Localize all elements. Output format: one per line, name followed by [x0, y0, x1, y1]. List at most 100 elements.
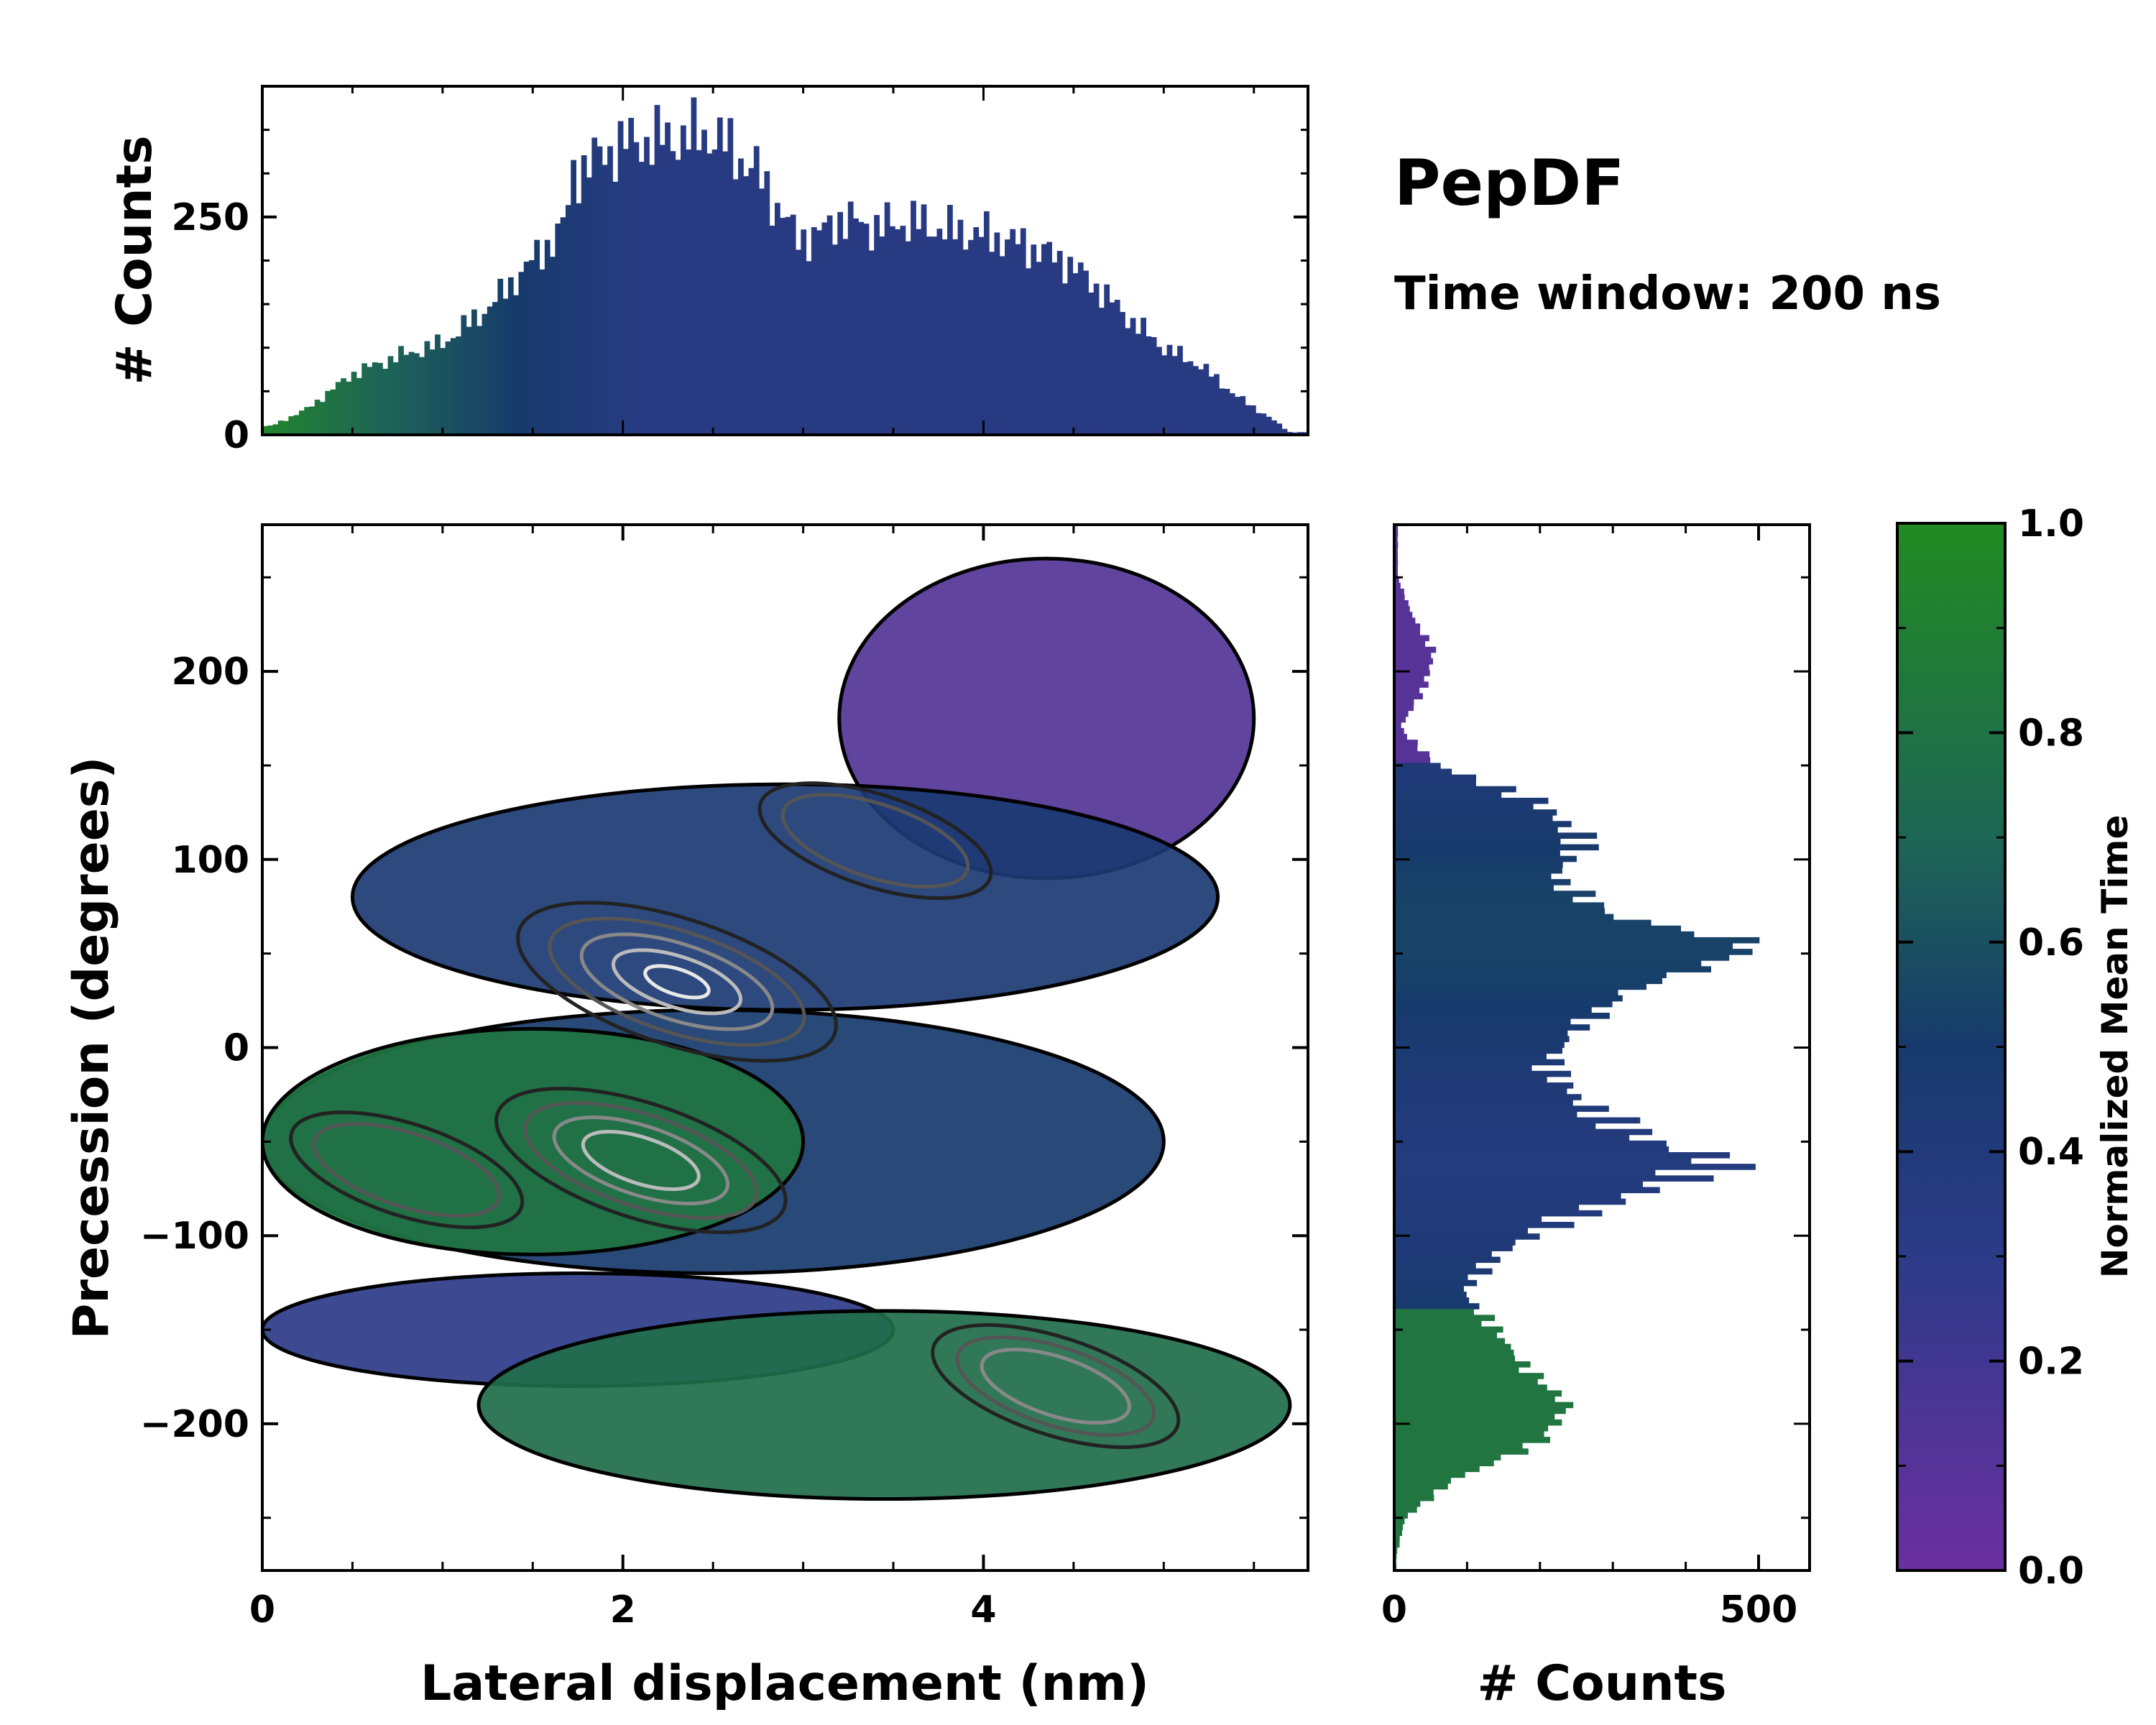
right-histogram-bars: [1394, 525, 1760, 1571]
right-histogram-bar: [1394, 937, 1760, 944]
top-histogram-bar: [288, 416, 295, 435]
top-histogram-bar: [277, 420, 284, 435]
top-histogram-bar: [790, 214, 796, 435]
top-histogram-bar: [837, 211, 844, 435]
top-histogram-bar: [863, 224, 870, 435]
top-histogram-bar: [1010, 229, 1016, 435]
top-histogram-bar: [957, 219, 964, 435]
top-histogram-bar: [816, 230, 822, 435]
top-histogram-bar: [1256, 413, 1262, 435]
top-histogram-bar: [1077, 262, 1084, 435]
right-histogram-bar: [1394, 1285, 1464, 1292]
top-histogram-bar: [471, 309, 477, 435]
right-histogram-ticks: 0 500: [1381, 525, 1810, 1632]
colorbar: 1.0 0.8 0.6 0.4 0.2 0.0 Normalized Mean Time: [1896, 502, 2136, 1593]
right-histogram-bar: [1394, 1210, 1603, 1217]
right-histogram-bar: [1394, 1181, 1644, 1187]
right-histogram-bar: [1394, 646, 1437, 653]
top-histogram-bar: [596, 146, 603, 436]
right-histogram-bar: [1394, 1535, 1400, 1542]
right-histogram-bar: [1394, 1297, 1470, 1304]
top-histogram-bar: [497, 278, 504, 435]
colorbar-tick-label: 0.6: [2018, 921, 2084, 965]
top-histogram-bar: [1041, 244, 1047, 435]
right-histogram-bar: [1394, 972, 1667, 978]
top-histogram-bar: [994, 232, 1000, 435]
right-histogram-bar: [1394, 1041, 1565, 1048]
top-histogram-bar: [330, 389, 336, 435]
right-histogram-bar: [1394, 1100, 1573, 1106]
right-histogram-bar: [1394, 687, 1420, 694]
top-histogram-bar: [686, 150, 692, 435]
right-histogram-bar: [1394, 1169, 1656, 1176]
top-histogram-bar: [565, 205, 571, 435]
top-histogram-bar: [398, 346, 404, 435]
right-histogram-bar: [1394, 1477, 1451, 1484]
right-histogram-bar: [1394, 1332, 1498, 1339]
top-histogram-bar: [1093, 283, 1100, 435]
top-histogram-bar: [1261, 413, 1267, 435]
top-histogram: 0 250 # Counts: [106, 85, 1309, 457]
right-histogram-bar: [1394, 1443, 1523, 1449]
main-xlabel: Lateral displacement (nm): [420, 1655, 1149, 1712]
right-histogram-bar: [1394, 1233, 1540, 1240]
right-histogram-bar: [1394, 1494, 1434, 1501]
top-histogram-bar: [492, 302, 498, 435]
top-histogram-bar: [801, 229, 807, 435]
top-histogram-bar: [413, 353, 420, 435]
right-histogram-xlabel: # Counts: [1477, 1655, 1726, 1712]
right-histogram-bar: [1394, 1530, 1402, 1536]
top-histogram-bar: [973, 227, 980, 435]
contour-peak2-level2: [523, 1101, 759, 1220]
right-histogram-bar: [1394, 983, 1646, 990]
top-histogram-bar: [1245, 405, 1251, 435]
top-histogram-bar: [717, 117, 723, 435]
right-histogram-bar: [1394, 727, 1404, 735]
top-histogram-bar: [780, 218, 786, 435]
right-histogram-bar: [1394, 954, 1730, 961]
top-histogram-bar: [727, 118, 734, 436]
top-histogram-bar: [507, 277, 514, 435]
right-histogram-bar: [1394, 804, 1534, 810]
top-histogram-bar: [1120, 312, 1125, 435]
colorbar-tick-label: 0.4: [2018, 1131, 2084, 1174]
top-histogram-bar: [550, 257, 556, 435]
right-histogram-bar: [1394, 896, 1573, 903]
right-histogram-bar: [1394, 1088, 1567, 1095]
right-histogram-bar: [1394, 1076, 1547, 1083]
top-histogram-bar: [670, 151, 676, 435]
main-xtick-label: 4: [970, 1588, 996, 1632]
top-histogram-bar: [1281, 428, 1288, 435]
top-histogram-bar: [539, 269, 545, 435]
top-histogram-bar: [743, 176, 750, 436]
top-histogram-bar: [1005, 239, 1010, 435]
right-histogram-bar: [1394, 774, 1477, 781]
top-histogram-bar: [711, 150, 718, 435]
right-histogram-bar: [1394, 1030, 1568, 1036]
right-histogram-bar: [1394, 1000, 1613, 1008]
right-histogram-bar: [1394, 1320, 1482, 1327]
top-histogram-bar: [968, 239, 974, 435]
top-histogram-bar: [1104, 284, 1110, 435]
top-histogram-bar: [796, 249, 801, 435]
top-histogram-bar: [1276, 423, 1283, 435]
contour-peak1-level3: [579, 932, 775, 1031]
right-histogram-bar: [1394, 652, 1432, 659]
right-histogram-bar: [1394, 879, 1571, 886]
top-histogram-bar: [351, 372, 357, 435]
top-histogram-bar: [1141, 318, 1146, 435]
top-histogram-bar: [989, 252, 995, 435]
right-histogram-bar: [1394, 1187, 1660, 1194]
top-histogram-bar: [461, 315, 467, 435]
right-histogram-bar: [1394, 629, 1420, 636]
contour-peak5-level2: [312, 1122, 501, 1218]
right-histogram-bar: [1394, 1070, 1572, 1077]
top-histogram-bar: [931, 236, 937, 435]
right-histogram-bar: [1394, 1094, 1582, 1100]
right-histogram-bar: [1394, 734, 1407, 740]
right-histogram-bar: [1394, 1251, 1492, 1257]
right-histogram-bar: [1394, 1198, 1626, 1205]
right-histogram-bar: [1394, 1466, 1480, 1473]
right-histogram-bar: [1394, 989, 1618, 996]
